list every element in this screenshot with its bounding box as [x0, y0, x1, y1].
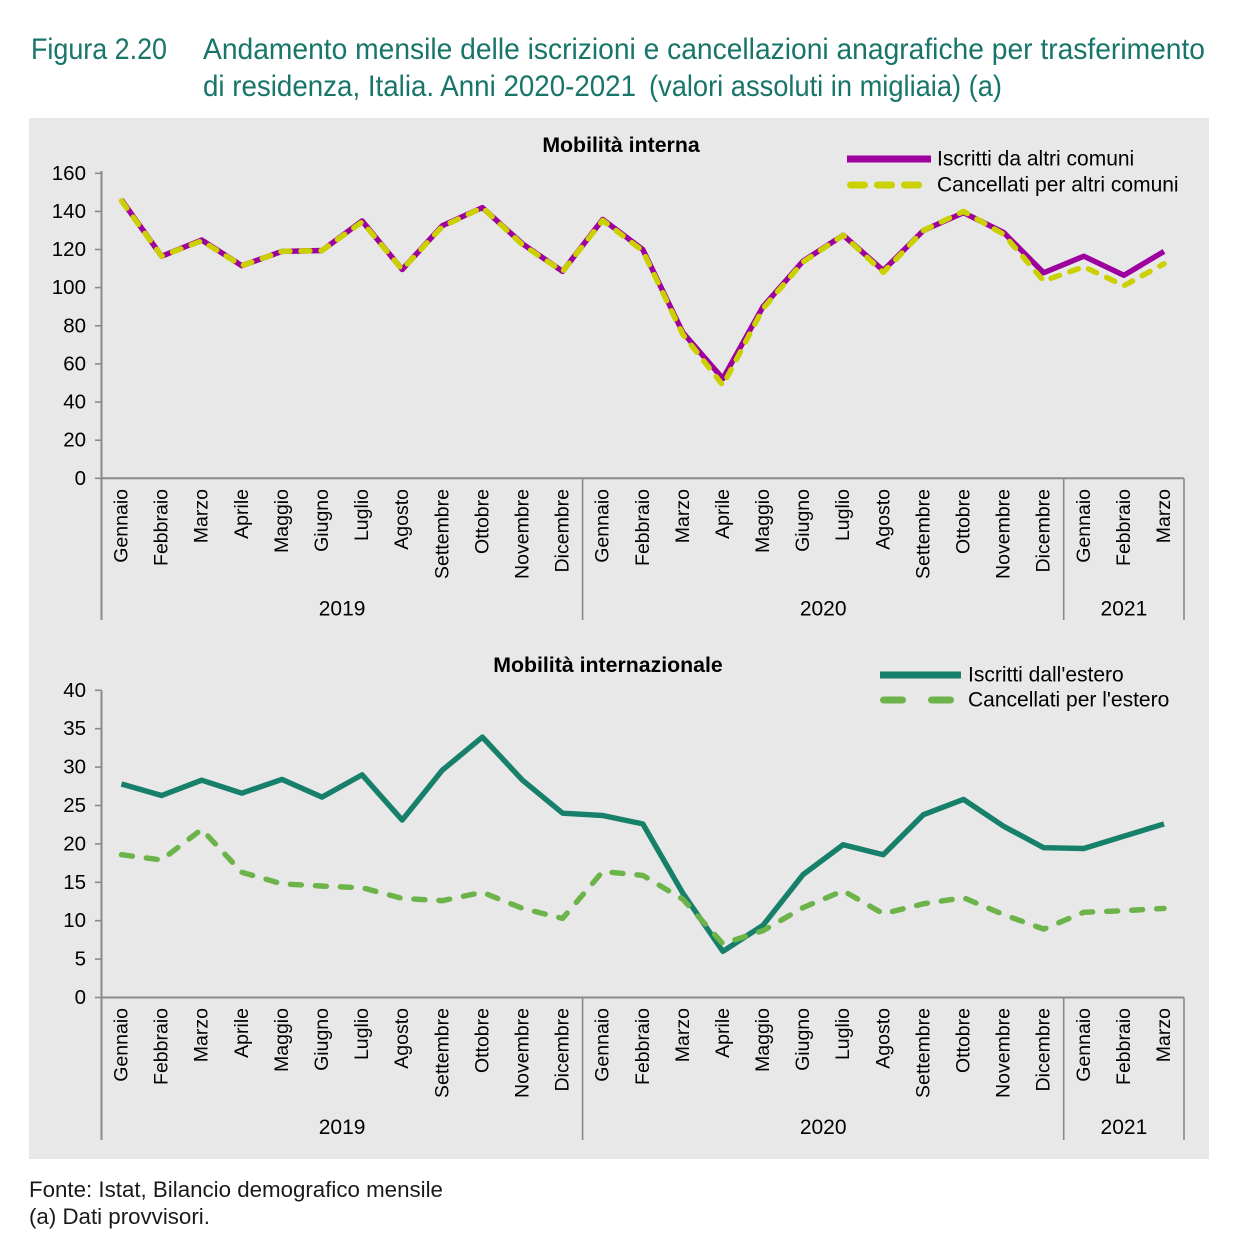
svg-text:Febbraio: Febbraio	[1113, 489, 1135, 566]
svg-text:Febbraio: Febbraio	[632, 1008, 654, 1085]
svg-text:Settembre: Settembre	[912, 489, 934, 579]
svg-text:Marzo: Marzo	[1153, 489, 1175, 543]
svg-text:Febbraio: Febbraio	[151, 489, 173, 566]
svg-text:Ottobre: Ottobre	[471, 1008, 493, 1073]
svg-text:di residenza, Italia. Anni 202: di residenza, Italia. Anni 2020-2021	[203, 70, 636, 103]
svg-text:60: 60	[63, 352, 86, 375]
svg-text:20: 20	[63, 832, 86, 855]
svg-text:Gennaio: Gennaio	[592, 1008, 614, 1082]
svg-text:Marzo: Marzo	[191, 489, 213, 543]
svg-text:Luglio: Luglio	[832, 1008, 854, 1060]
svg-text:15: 15	[63, 871, 86, 894]
svg-text:Maggio: Maggio	[752, 1008, 774, 1072]
svg-text:0: 0	[75, 986, 86, 1009]
svg-text:Agosto: Agosto	[391, 1008, 413, 1069]
svg-text:Gennaio: Gennaio	[1073, 1008, 1095, 1082]
svg-text:80: 80	[63, 314, 86, 337]
svg-text:Agosto: Agosto	[872, 1008, 894, 1069]
svg-text:Cancellati per l'estero: Cancellati per l'estero	[968, 689, 1169, 712]
svg-text:Andamento mensile delle iscriz: Andamento mensile delle iscrizioni e can…	[203, 33, 1205, 66]
svg-text:Mobilità internazionale: Mobilità internazionale	[493, 653, 723, 677]
svg-text:Novembre: Novembre	[512, 1008, 534, 1098]
svg-text:Gennaio: Gennaio	[592, 489, 614, 563]
svg-text:5: 5	[75, 948, 86, 971]
svg-text:Giugno: Giugno	[311, 1008, 333, 1071]
svg-text:160: 160	[52, 162, 86, 185]
svg-text:Ottobre: Ottobre	[953, 489, 975, 554]
svg-text:2020: 2020	[800, 598, 847, 621]
svg-text:Luglio: Luglio	[351, 1008, 373, 1060]
svg-text:(valori assoluti in migliaia): (valori assoluti in migliaia) (a)	[649, 70, 1002, 103]
svg-text:Gennaio: Gennaio	[111, 1008, 133, 1082]
svg-text:40: 40	[63, 391, 86, 414]
svg-text:Dicembre: Dicembre	[1033, 1008, 1055, 1091]
svg-text:Giugno: Giugno	[311, 489, 333, 552]
svg-text:Fonte: Istat, Bilancio demogra: Fonte: Istat, Bilancio demografico mensi…	[29, 1177, 443, 1202]
svg-text:Gennaio: Gennaio	[1073, 489, 1095, 563]
svg-text:Dicembre: Dicembre	[552, 1008, 574, 1091]
svg-text:Figura 2.20: Figura 2.20	[31, 33, 167, 66]
svg-text:Maggio: Maggio	[271, 1008, 293, 1072]
svg-text:Aprile: Aprile	[712, 1008, 734, 1058]
svg-text:Gennaio: Gennaio	[111, 489, 133, 563]
svg-text:Luglio: Luglio	[832, 489, 854, 541]
svg-text:Aprile: Aprile	[712, 489, 734, 539]
svg-text:40: 40	[63, 679, 86, 702]
svg-text:Marzo: Marzo	[191, 1008, 213, 1062]
svg-text:2019: 2019	[319, 1116, 366, 1139]
svg-text:100: 100	[52, 276, 86, 299]
svg-text:25: 25	[63, 794, 86, 817]
svg-text:2020: 2020	[800, 1116, 847, 1139]
svg-text:Marzo: Marzo	[1153, 1008, 1175, 1062]
svg-text:35: 35	[63, 717, 86, 740]
svg-text:Maggio: Maggio	[752, 489, 774, 553]
svg-text:Giugno: Giugno	[792, 1008, 814, 1071]
svg-text:Iscritti da altri comuni: Iscritti da altri comuni	[937, 148, 1134, 171]
svg-text:Marzo: Marzo	[672, 489, 694, 543]
svg-text:Settembre: Settembre	[431, 489, 453, 579]
svg-text:Iscritti dall'estero: Iscritti dall'estero	[968, 664, 1124, 687]
svg-text:10: 10	[63, 909, 86, 932]
svg-text:Agosto: Agosto	[872, 489, 894, 550]
svg-text:Maggio: Maggio	[271, 489, 293, 553]
svg-text:0: 0	[75, 467, 86, 490]
svg-text:20: 20	[63, 429, 86, 452]
svg-text:Ottobre: Ottobre	[953, 1008, 975, 1073]
svg-text:2021: 2021	[1101, 1116, 1148, 1139]
svg-text:Febbraio: Febbraio	[151, 1008, 173, 1085]
svg-text:Settembre: Settembre	[912, 1008, 934, 1098]
svg-text:Aprile: Aprile	[231, 1008, 253, 1058]
svg-text:Novembre: Novembre	[512, 489, 534, 579]
svg-text:Marzo: Marzo	[672, 1008, 694, 1062]
svg-text:Dicembre: Dicembre	[1033, 489, 1055, 572]
svg-text:Cancellati per altri comuni: Cancellati per altri comuni	[937, 174, 1179, 197]
svg-text:Aprile: Aprile	[231, 489, 253, 539]
svg-text:Luglio: Luglio	[351, 489, 373, 541]
svg-text:Mobilità interna: Mobilità interna	[542, 133, 700, 157]
svg-text:120: 120	[52, 238, 86, 261]
svg-text:2019: 2019	[319, 598, 366, 621]
svg-text:Febbraio: Febbraio	[632, 489, 654, 566]
svg-text:Ottobre: Ottobre	[471, 489, 493, 554]
svg-text:2021: 2021	[1101, 598, 1148, 621]
svg-text:Dicembre: Dicembre	[552, 489, 574, 572]
svg-text:Febbraio: Febbraio	[1113, 1008, 1135, 1085]
svg-text:Agosto: Agosto	[391, 489, 413, 550]
svg-text:Settembre: Settembre	[431, 1008, 453, 1098]
svg-text:Giugno: Giugno	[792, 489, 814, 552]
svg-text:(a) Dati provvisori.: (a) Dati provvisori.	[29, 1204, 210, 1229]
svg-text:Novembre: Novembre	[993, 1008, 1015, 1098]
svg-text:30: 30	[63, 756, 86, 779]
svg-text:Novembre: Novembre	[993, 489, 1015, 579]
svg-text:140: 140	[52, 200, 86, 223]
